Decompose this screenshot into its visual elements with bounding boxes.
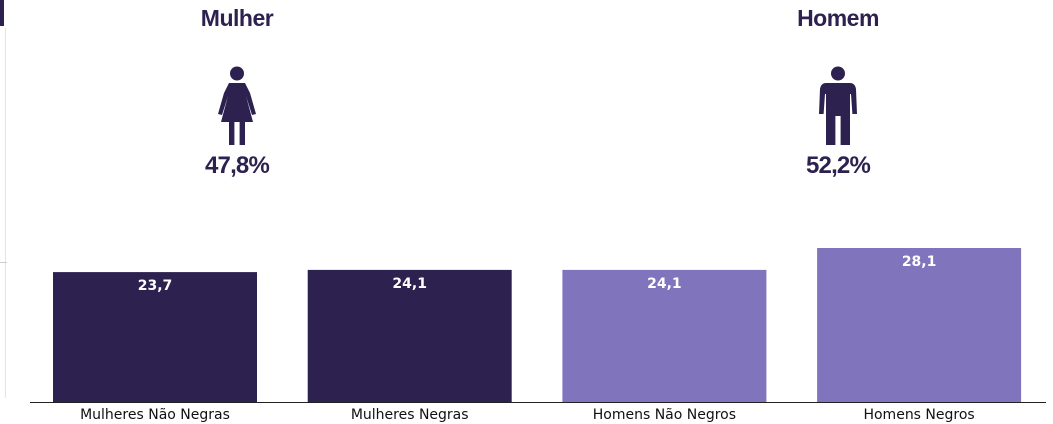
edge-tick (0, 262, 7, 263)
group-title-mulher: Mulher (200, 5, 274, 31)
data-label-mulheres-nao-negras: 23,7 (138, 278, 173, 294)
data-label-homens-negros: 28,1 (902, 254, 937, 270)
bar-mulheres-nao-negras (53, 272, 257, 402)
edge-divider (5, 28, 6, 398)
woman-icon (218, 66, 256, 145)
tick-label-mulheres-negras: Mulheres Negras (351, 407, 469, 423)
group-title-homem: Homem (797, 5, 879, 31)
bar-homens-nao-negros (562, 269, 767, 402)
tick-label-mulheres-nao-negras: Mulheres Não Negras (80, 407, 230, 423)
edge-accent-bar (0, 0, 4, 26)
man-icon (819, 66, 857, 145)
group-percent-homem: 52,2% (805, 152, 871, 179)
group-homem: Homem 52,2% (728, 0, 948, 180)
data-label-mulheres-negras: 24,1 (392, 276, 427, 292)
tick-label-homens-nao-negros: Homens Não Negros (593, 407, 736, 423)
bar-mulheres-negras (307, 269, 512, 402)
tick-label-homens-negros: Homens Negros (863, 407, 974, 423)
bar-homens-negros (817, 248, 1022, 402)
group-mulher: Mulher 47,8% (127, 0, 347, 180)
group-percent-mulher: 47,8% (204, 152, 270, 179)
data-label-homens-nao-negros: 24,1 (647, 276, 682, 292)
